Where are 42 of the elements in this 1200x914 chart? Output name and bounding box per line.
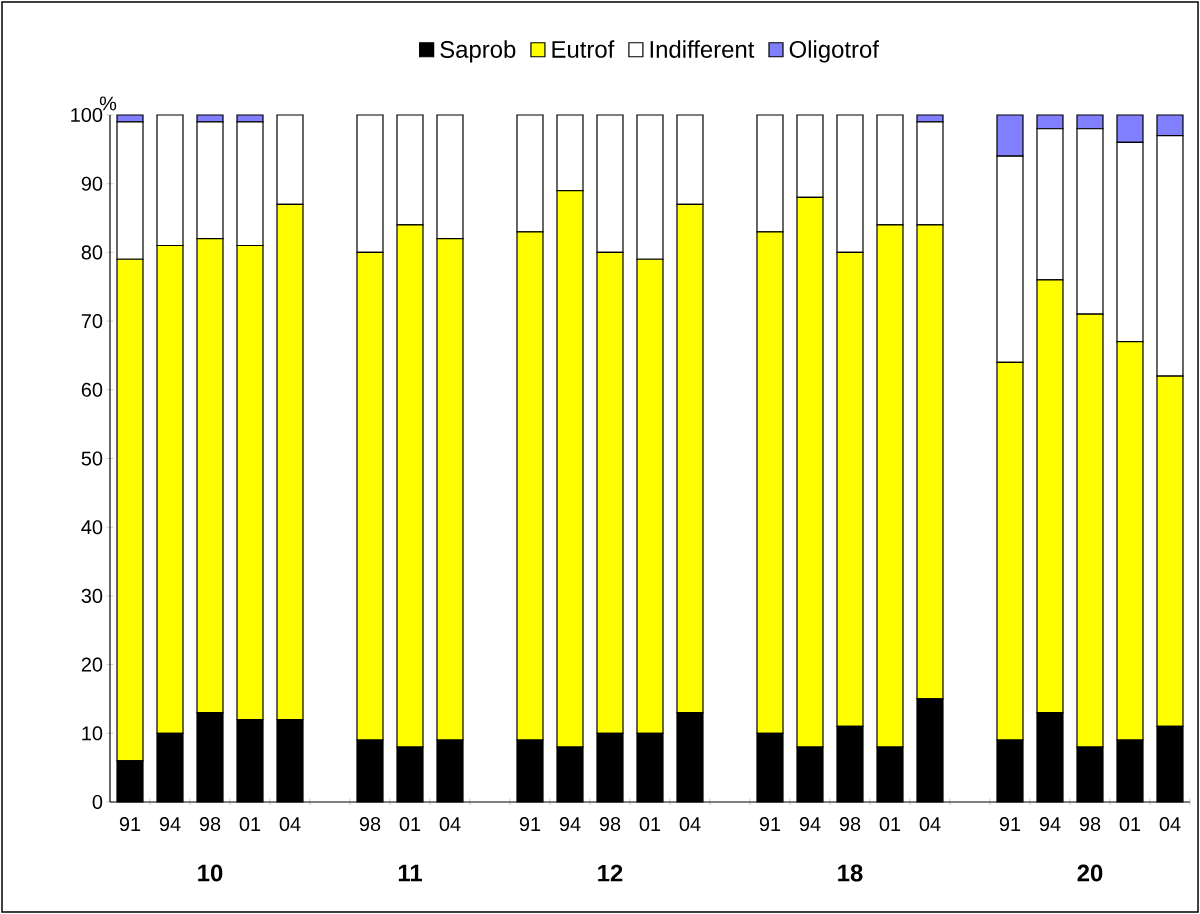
x-tick-label: 94	[559, 817, 581, 832]
x-tick-label: 04	[679, 817, 701, 832]
x-tick-label: 98	[359, 817, 381, 832]
y-tick-label: 20	[81, 657, 103, 672]
y-tick-label: 80	[81, 245, 103, 260]
x-tick-label: 98	[599, 817, 621, 832]
x-tick-label: 01	[399, 817, 421, 832]
x-tick-label: 91	[519, 817, 541, 832]
y-tick-label: 70	[81, 314, 103, 329]
x-tick-label: 94	[1039, 817, 1061, 832]
y-tick-label: 10	[82, 726, 103, 741]
x-tick-label: 01	[239, 817, 261, 832]
x-tick-label: 04	[919, 817, 941, 832]
y-tick-label: 60	[81, 382, 103, 397]
x-tick-label: 98	[1079, 817, 1101, 832]
text: 18	[838, 864, 863, 882]
x-tick-label: 94	[159, 817, 181, 832]
legend-label: Oligotrof	[789, 40, 879, 63]
x-tick-label: 04	[1159, 817, 1181, 832]
x-tick-label: 01	[879, 817, 901, 832]
x-tick-label: 91	[999, 817, 1021, 832]
y-tick-label: 0	[92, 794, 103, 810]
legend-label: Eutrof	[552, 40, 615, 58]
x-tick-label: 91	[759, 817, 781, 832]
text: 12	[598, 864, 623, 882]
text: 20	[1077, 864, 1103, 882]
y-tick-label: 40	[81, 520, 103, 535]
x-tick-label: 01	[1119, 817, 1141, 832]
x-tick-label: 94	[799, 817, 821, 832]
y-tick-label: 30	[81, 588, 103, 603]
legend-label: Saprob	[440, 40, 516, 63]
y-tick-label: 50	[81, 451, 103, 466]
text: 11	[398, 864, 422, 882]
legend-label: Indifferent	[650, 40, 755, 58]
x-tick-label: 98	[839, 817, 861, 832]
text: 10	[198, 864, 223, 882]
x-tick-label: 98	[199, 817, 221, 832]
x-tick-label: 01	[639, 817, 661, 832]
x-tick-label: 04	[279, 817, 301, 832]
x-tick-label: 04	[439, 817, 461, 832]
y-tick-label: 90	[81, 176, 103, 191]
x-tick-label: 91	[119, 817, 141, 832]
